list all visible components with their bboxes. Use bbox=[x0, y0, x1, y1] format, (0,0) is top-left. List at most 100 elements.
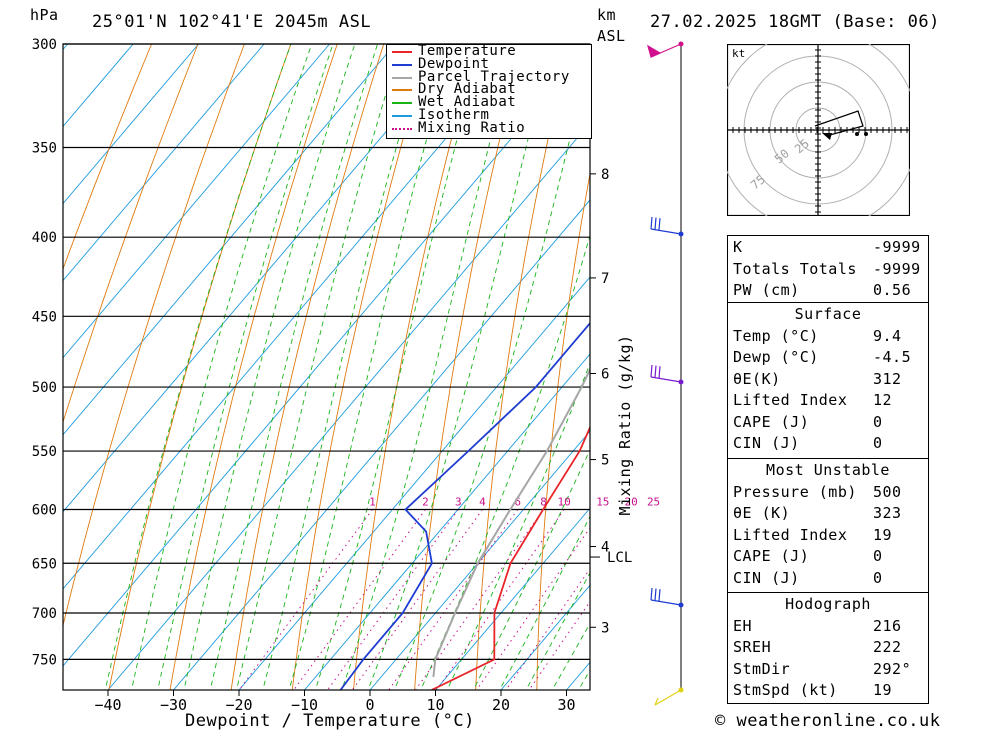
index-value: 0 bbox=[873, 568, 883, 587]
isotherm-line bbox=[63, 44, 461, 513]
index-value: 500 bbox=[873, 482, 902, 501]
location-title: 25°01'N 102°41'E 2045m ASL bbox=[92, 12, 372, 32]
index-value: -9999 bbox=[873, 259, 921, 278]
index-label: Lifted Index bbox=[733, 525, 848, 544]
height-km-label: 5 bbox=[601, 453, 609, 469]
pressure-tick-label: 550 bbox=[32, 444, 57, 460]
wet-adiabat-line bbox=[525, 572, 590, 690]
index-label: θE(K) bbox=[733, 369, 781, 388]
index-value: 19 bbox=[873, 681, 893, 699]
dry-adiabat-line bbox=[982, 44, 1000, 694]
dry-adiabat-line bbox=[932, 44, 966, 694]
index-row: CAPE (J) 0 bbox=[728, 411, 928, 433]
pressure-tick-label: 500 bbox=[32, 380, 57, 396]
dry-adiabat-line bbox=[108, 44, 292, 690]
isotherm-line bbox=[0, 44, 2, 690]
surface-panel: Surface Temp (°C) 9.4 Dewp (°C) -4.5 θE(K) 31… bbox=[727, 302, 929, 460]
wet-adiabat-line bbox=[446, 361, 590, 690]
index-value: 0.56 bbox=[873, 281, 912, 299]
wet-adiabat-line bbox=[131, 44, 313, 690]
index-row: K -9999 bbox=[728, 236, 928, 258]
isotherm-line bbox=[435, 507, 590, 690]
mixing-ratio-label: 8 bbox=[540, 496, 547, 509]
legend-item: Dewpoint bbox=[387, 57, 591, 71]
hodograph-trace bbox=[814, 110, 864, 137]
dry-adiabat-line bbox=[658, 44, 709, 694]
index-row: CIN (J) 0 bbox=[728, 567, 928, 589]
wet-adiabat-line bbox=[341, 44, 516, 690]
mixing-ratio-line bbox=[388, 509, 519, 690]
legend-swatch bbox=[392, 114, 412, 117]
index-row: SREH 222 bbox=[728, 636, 928, 658]
plot-frame bbox=[62, 43, 591, 691]
dry-adiabat-line bbox=[63, 44, 245, 628]
pressure-tick-label: 600 bbox=[32, 503, 57, 519]
x-tick-label: −10 bbox=[291, 696, 318, 714]
most-unstable-panel: Most Unstable Pressure (mb) 500 θE (K) 323 L… bbox=[727, 458, 929, 593]
pressure-tick-label: 750 bbox=[32, 652, 57, 668]
wet-adiabat-line bbox=[157, 44, 334, 690]
index-row: EH 216 bbox=[728, 615, 928, 637]
x-axis-label: Dewpoint / Temperature (°C) bbox=[185, 711, 475, 731]
legend-swatch bbox=[392, 89, 412, 92]
wet-adiabat-line bbox=[288, 44, 454, 690]
index-value: 12 bbox=[873, 391, 893, 409]
isotherm-line bbox=[63, 44, 396, 436]
isotherm-line bbox=[63, 44, 134, 128]
mixing-ratio-label: 3 bbox=[455, 496, 462, 509]
index-row: CAPE (J) 0 bbox=[728, 545, 928, 567]
wet-adiabat-line bbox=[183, 44, 356, 690]
mixing-ratio-line bbox=[476, 526, 590, 690]
index-value: 0 bbox=[873, 547, 883, 565]
index-label: Lifted Index bbox=[733, 391, 848, 409]
temperature-profile bbox=[431, 425, 590, 690]
lcl-label: LCL bbox=[607, 550, 632, 566]
mixing-ratio-line bbox=[351, 509, 483, 690]
legend-item: Wet Adiabat bbox=[387, 94, 591, 111]
mixing-ratio-label: 2 bbox=[422, 496, 429, 509]
pressure-unit-label: hPa bbox=[30, 6, 59, 24]
wet-adiabat-line bbox=[393, 55, 590, 690]
legend-swatch bbox=[392, 63, 412, 66]
dry-adiabat-line bbox=[291, 44, 431, 690]
legend-item: Isotherm bbox=[387, 108, 591, 122]
index-label: StmSpd (kt) bbox=[733, 681, 838, 699]
pressure-tick-label: 300 bbox=[32, 37, 57, 53]
height-km-label: 6 bbox=[601, 366, 609, 382]
index-label: CAPE (J) bbox=[733, 547, 810, 565]
wet-adiabat-line bbox=[104, 44, 292, 690]
index-row: Dewp (°C) -4.5 bbox=[728, 346, 928, 368]
wet-adiabat-line bbox=[314, 44, 484, 690]
wind-barb bbox=[654, 689, 682, 706]
isotherm-line bbox=[369, 430, 590, 690]
pressure-tick-label: 350 bbox=[32, 141, 57, 157]
parcel-trajectory bbox=[432, 367, 590, 678]
index-label: StmDir bbox=[733, 659, 791, 678]
isotherm-line bbox=[63, 44, 527, 590]
wet-adiabat-line bbox=[367, 44, 553, 690]
wet-adiabat-line bbox=[235, 44, 402, 690]
index-row: Lifted Index 19 bbox=[728, 524, 928, 546]
index-label: Pressure (mb) bbox=[733, 482, 857, 501]
legend-label: Wet Adiabat bbox=[418, 94, 517, 111]
mixing-ratio-line bbox=[327, 509, 459, 690]
x-tick-label: −20 bbox=[225, 696, 252, 714]
wind-barb bbox=[647, 43, 682, 58]
hodograph-unit: kt bbox=[732, 47, 745, 60]
index-row: CIN (J) 0 bbox=[728, 432, 928, 454]
wet-adiabat-line bbox=[209, 44, 378, 690]
wind-barb bbox=[650, 364, 682, 383]
mixing-ratio-label: 1 bbox=[369, 496, 376, 509]
index-value: -9999 bbox=[873, 238, 921, 256]
index-label: PW (cm) bbox=[733, 281, 800, 299]
mixing-ratio-line bbox=[238, 509, 373, 690]
pressure-tick-label: 700 bbox=[32, 606, 57, 622]
index-value: 9.4 bbox=[873, 326, 902, 345]
isotherm-line bbox=[63, 44, 199, 205]
legend-label: Parcel Trajectory bbox=[418, 68, 570, 85]
credit-link[interactable]: © weatheronline.co.uk bbox=[715, 711, 941, 731]
most-unstable-title: Most Unstable bbox=[766, 461, 890, 479]
index-label: CAPE (J) bbox=[733, 412, 810, 431]
index-label: K bbox=[733, 238, 743, 256]
